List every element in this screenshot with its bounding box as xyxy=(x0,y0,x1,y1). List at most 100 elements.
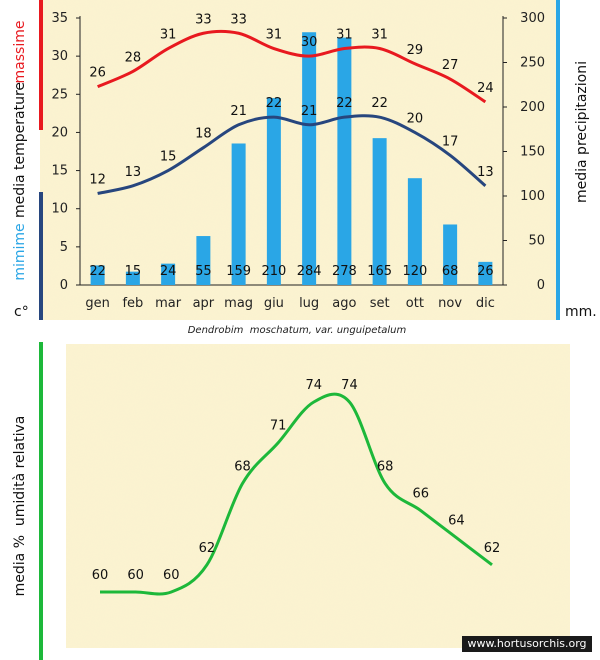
min-temperature-value-label: 17 xyxy=(442,134,459,149)
min-temperature-value-label: 18 xyxy=(195,127,212,142)
min-temperature-line xyxy=(97,114,487,195)
right-tick-label: 50 xyxy=(528,234,545,249)
precipitation-bar xyxy=(302,32,317,285)
month-label: gen xyxy=(85,296,110,311)
min-temperature-value-label: 13 xyxy=(125,165,142,180)
min-temperature-value-label: 21 xyxy=(301,104,318,119)
bottom-panel-texture xyxy=(66,344,570,648)
max-temperature-value-label: 31 xyxy=(266,28,283,43)
temperature-title: media temperature xyxy=(12,82,28,218)
humidity-value-label: 60 xyxy=(163,568,180,583)
precipitation-bar xyxy=(407,178,422,285)
humidity-value-label: 62 xyxy=(484,541,501,556)
max-temperature-value-label: 27 xyxy=(442,58,459,73)
month-label: giu xyxy=(264,296,284,311)
min-temperature-labels: 12 13 15 18 21 22 21 22 22 20 17 13 xyxy=(89,96,493,187)
max-temperature-value-label: 26 xyxy=(89,66,106,81)
min-temperature-value-label: 15 xyxy=(160,150,177,165)
left-tick-label: 10 xyxy=(51,202,68,217)
max-temperature-value-label: 31 xyxy=(336,28,353,43)
species-caption: Dendrobim moschatum, var. unguipetalum xyxy=(188,325,407,336)
humidity-title: media % umidità relativa xyxy=(12,416,28,597)
precipitation-bar xyxy=(266,98,281,285)
left-tick-label: 35 xyxy=(51,11,68,26)
mm-unit: mm. xyxy=(565,304,597,320)
precipitation-value-label: 22 xyxy=(89,264,106,279)
left-tick-label: 15 xyxy=(51,164,68,179)
precipitation-bar xyxy=(196,236,211,285)
max-temperature-value-label: 28 xyxy=(125,50,142,65)
precipitation-value-label: 165 xyxy=(367,264,392,279)
right-tick-label: 100 xyxy=(520,189,545,204)
humidity-line xyxy=(100,392,493,596)
month-label: feb xyxy=(122,296,143,311)
month-label: set xyxy=(370,296,390,311)
humidity-value-label: 60 xyxy=(127,568,144,583)
right-tick-label: 200 xyxy=(520,100,545,115)
month-label: nov xyxy=(438,296,462,311)
precipitation-title: media precipitazioni xyxy=(574,61,590,203)
left-tick-label: 20 xyxy=(51,125,68,140)
precipitation-bar xyxy=(372,138,387,285)
max-temperature-value-label: 31 xyxy=(160,28,177,43)
precipitation-value-label: 15 xyxy=(125,264,142,279)
massime-title: massime xyxy=(12,21,28,84)
min-temperature-value-label: 22 xyxy=(336,96,353,111)
humidity-value-label: 68 xyxy=(377,459,394,474)
humidity-chart: media % umidità relativa 60 60 60 62 68 71 74 7… xyxy=(12,342,570,660)
max-temperature-value-label: 24 xyxy=(477,81,494,96)
right-tick-label: 150 xyxy=(520,145,545,160)
min-temperature-value-label: 12 xyxy=(89,172,106,187)
right-axis-ticks: 0 50 100 150 200 250 300 xyxy=(503,11,545,293)
precipitation-bars xyxy=(90,32,493,285)
left-tick-label: 5 xyxy=(60,240,68,255)
humidity-labels: 60 60 60 62 68 71 74 74 68 66 64 62 xyxy=(92,378,501,583)
precipitation-value-label: 159 xyxy=(226,264,251,279)
month-label: mag xyxy=(224,296,253,311)
precipitation-value-label: 284 xyxy=(297,264,322,279)
precipitation-bar xyxy=(337,37,352,285)
min-temperature-value-label: 13 xyxy=(477,165,494,180)
max-temperature-value-label: 29 xyxy=(407,43,424,58)
precipitation-bar xyxy=(90,265,105,285)
precipitation-bar xyxy=(161,263,176,285)
celsius-unit: c° xyxy=(14,304,29,320)
max-temperature-line xyxy=(97,29,487,104)
min-temperature-value-label: 22 xyxy=(371,96,388,111)
right-tick-label: 0 xyxy=(537,278,545,293)
right-tick-label: 300 xyxy=(520,11,545,26)
max-temperature-value-label: 33 xyxy=(230,12,247,27)
left-axis-ticks: 0 5 10 15 20 25 30 35 xyxy=(51,11,80,293)
humidity-value-label: 71 xyxy=(270,419,287,434)
humidity-value-label: 74 xyxy=(306,378,323,393)
left-tick-label: 30 xyxy=(51,49,68,64)
precipitation-value-label: 278 xyxy=(332,264,357,279)
precipitation-value-label: 24 xyxy=(160,264,177,279)
right-tick-label: 250 xyxy=(520,56,545,71)
precipitation-value-label: 120 xyxy=(402,264,427,279)
precipitation-bar xyxy=(125,271,140,285)
month-label: dic xyxy=(476,296,495,311)
humidity-value-label: 68 xyxy=(234,459,251,474)
precipitation-value-label: 26 xyxy=(477,264,494,279)
site-watermark: www.hortusorchis.org xyxy=(462,636,592,652)
minime-title: mimime xyxy=(12,223,28,280)
top-panel-texture xyxy=(40,0,558,320)
month-label: ago xyxy=(332,296,356,311)
precipitation-value-label: 68 xyxy=(442,264,459,279)
precipitation-bar xyxy=(231,143,246,285)
month-tick-labels: gen feb mar apr mag giu lug ago set ott nov dic xyxy=(85,296,495,311)
min-temperature-value-label: 21 xyxy=(230,104,247,119)
month-label: mar xyxy=(155,296,182,311)
precipitation-bar xyxy=(478,261,493,285)
max-temperature-labels: 26 28 31 33 33 31 30 31 31 29 27 24 xyxy=(89,12,493,96)
max-temperature-value-label: 30 xyxy=(301,35,318,50)
humidity-value-label: 74 xyxy=(341,378,358,393)
precipitation-labels: 22 15 24 55 159 210 284 278 165 120 68 26 xyxy=(89,264,493,279)
month-label: lug xyxy=(299,296,319,311)
month-label: apr xyxy=(193,296,215,311)
humidity-value-label: 64 xyxy=(448,514,465,529)
max-temperature-value-label: 33 xyxy=(195,12,212,27)
precipitation-bar xyxy=(443,224,458,285)
